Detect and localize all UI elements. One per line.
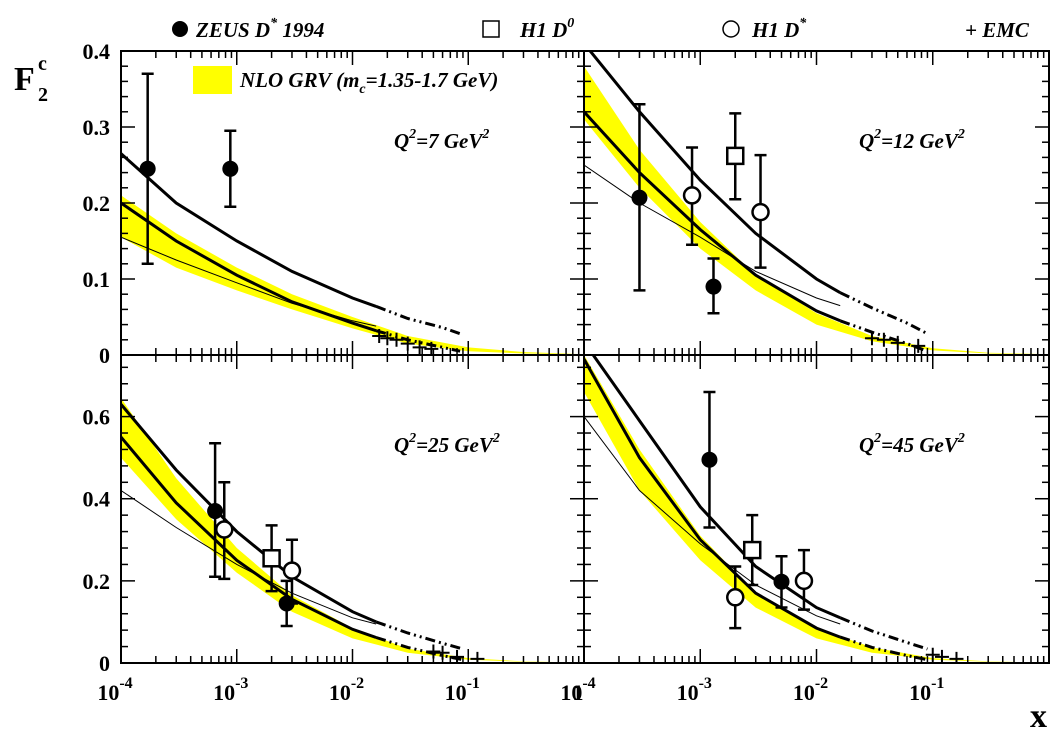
zeus-point: [207, 503, 224, 520]
nlo-grv-band: [121, 195, 584, 355]
zeus-point: [773, 573, 790, 590]
thick-upper-dashed-curve: [375, 620, 464, 651]
top-legend: ZEUS D* 1994 H1 D0 H1 D* + EMC: [172, 16, 1030, 42]
band-legend-label: NLO GRV (mc=1.35-1.7 GeV): [239, 68, 498, 97]
band-legend: NLO GRV (mc=1.35-1.7 GeV): [193, 66, 498, 97]
zeus-point: [631, 189, 648, 206]
h1-dstar-point: [682, 186, 702, 205]
y-axis-title: F: [14, 61, 35, 98]
x-tick-label: 10-4: [97, 675, 132, 705]
thick-upper-dashed-curve: [839, 616, 928, 651]
h1-d0-legend-marker: [482, 20, 500, 38]
h1-d0-legend-label: H1 D0: [519, 16, 574, 42]
thin-curve: [121, 236, 377, 327]
emc-point: [389, 332, 404, 347]
h1-d0-point: [725, 146, 745, 166]
h1-dstar-legend-marker: [722, 20, 740, 38]
panel-bottom-left: Q2=25 GeV2: [120, 354, 585, 664]
h1-dstar-point: [215, 520, 234, 539]
y-tick-label: 0.1: [83, 267, 111, 292]
thick-upper-curve: [591, 355, 841, 620]
emc-point: [412, 340, 427, 355]
x-tick-label: 10-2: [329, 675, 364, 705]
y-axis-title-sup: c: [38, 53, 47, 75]
panel-top-left: Q2=7 GeV2: [120, 50, 585, 356]
panel-bottom-right: Q2=45 GeV2: [583, 354, 1050, 664]
thick-upper-curve: [121, 152, 377, 308]
panel-top-right: Q2=12 GeV2: [583, 50, 1050, 356]
zeus-point: [701, 451, 718, 468]
x-tick-label: 10-4: [560, 675, 595, 705]
thick-middle-curve: [121, 436, 377, 639]
h1-dstar-point: [751, 202, 770, 222]
emc-point: [864, 331, 879, 346]
h1-d0-point: [262, 549, 281, 568]
y-tick-label: 0.4: [83, 39, 111, 64]
q2-label: Q2=25 GeV2: [394, 431, 500, 457]
thick-middle-dashed-curve: [839, 319, 928, 353]
q2-label: Q2=12 GeV2: [859, 127, 965, 153]
thick-upper-dashed-curve: [375, 304, 461, 336]
h1-dstar-point: [282, 561, 302, 580]
y-tick-label: 0.2: [83, 569, 111, 594]
emc-point: [890, 335, 905, 350]
y-tick-label: 0: [99, 343, 110, 368]
emc-point: [470, 651, 485, 663]
band-legend-swatch: [193, 66, 232, 94]
emc-point: [934, 649, 949, 663]
emc-legend-label: + EMC: [965, 18, 1030, 42]
h1-dstar-point: [725, 588, 745, 607]
thick-middle-dashed-curve: [839, 635, 928, 662]
x-axis-title: x: [1030, 698, 1047, 735]
zeus-legend-marker: [172, 21, 188, 37]
thick-upper-curve: [588, 51, 841, 294]
zeus-point: [705, 278, 722, 295]
nlo-grv-band: [121, 398, 584, 663]
emc-point: [380, 331, 395, 346]
q2-label: Q2=45 GeV2: [859, 431, 965, 457]
x-tick-label: 10-2: [793, 675, 828, 705]
y-tick-label: 0.4: [83, 487, 111, 512]
nlo-grv-band: [584, 355, 1049, 663]
emc-point: [949, 651, 964, 663]
y-axis-title-sub: 2: [38, 84, 48, 106]
thick-middle-curve: [121, 201, 377, 333]
y-tick-label: 0.3: [83, 115, 111, 140]
h1-dstar-legend-label: H1 D*: [751, 16, 807, 42]
zeus-point: [139, 160, 156, 177]
x-tick-label: 10-3: [213, 675, 248, 705]
y-tick-label: 0.2: [83, 191, 111, 216]
emc-point: [911, 338, 926, 353]
zeus-legend-label: ZEUS D* 1994: [195, 16, 324, 42]
emc-point: [424, 341, 439, 355]
panel-frame: [583, 354, 1050, 664]
x-tick-label: 10-1: [445, 675, 480, 705]
x-tick-label: 10-1: [909, 675, 944, 705]
thick-upper-dashed-curve: [839, 291, 929, 336]
x-tick-label: 1: [573, 680, 584, 705]
zeus-point: [222, 160, 239, 177]
h1-dstar-point: [794, 571, 814, 591]
emc-point: [876, 332, 891, 347]
nlo-grv-band: [584, 66, 1049, 355]
y-tick-label: 0.6: [83, 405, 111, 430]
q2-label: Q2=7 GeV2: [394, 127, 489, 153]
y-tick-label: 0: [99, 651, 110, 676]
thick-middle-curve: [584, 358, 841, 639]
panel-frame: [120, 50, 585, 356]
thick-upper-curve: [121, 403, 377, 624]
h1-d0-point: [742, 540, 762, 560]
thick-middle-curve: [584, 110, 841, 323]
x-tick-label: 10-3: [677, 675, 712, 705]
emc-point: [372, 329, 387, 343]
